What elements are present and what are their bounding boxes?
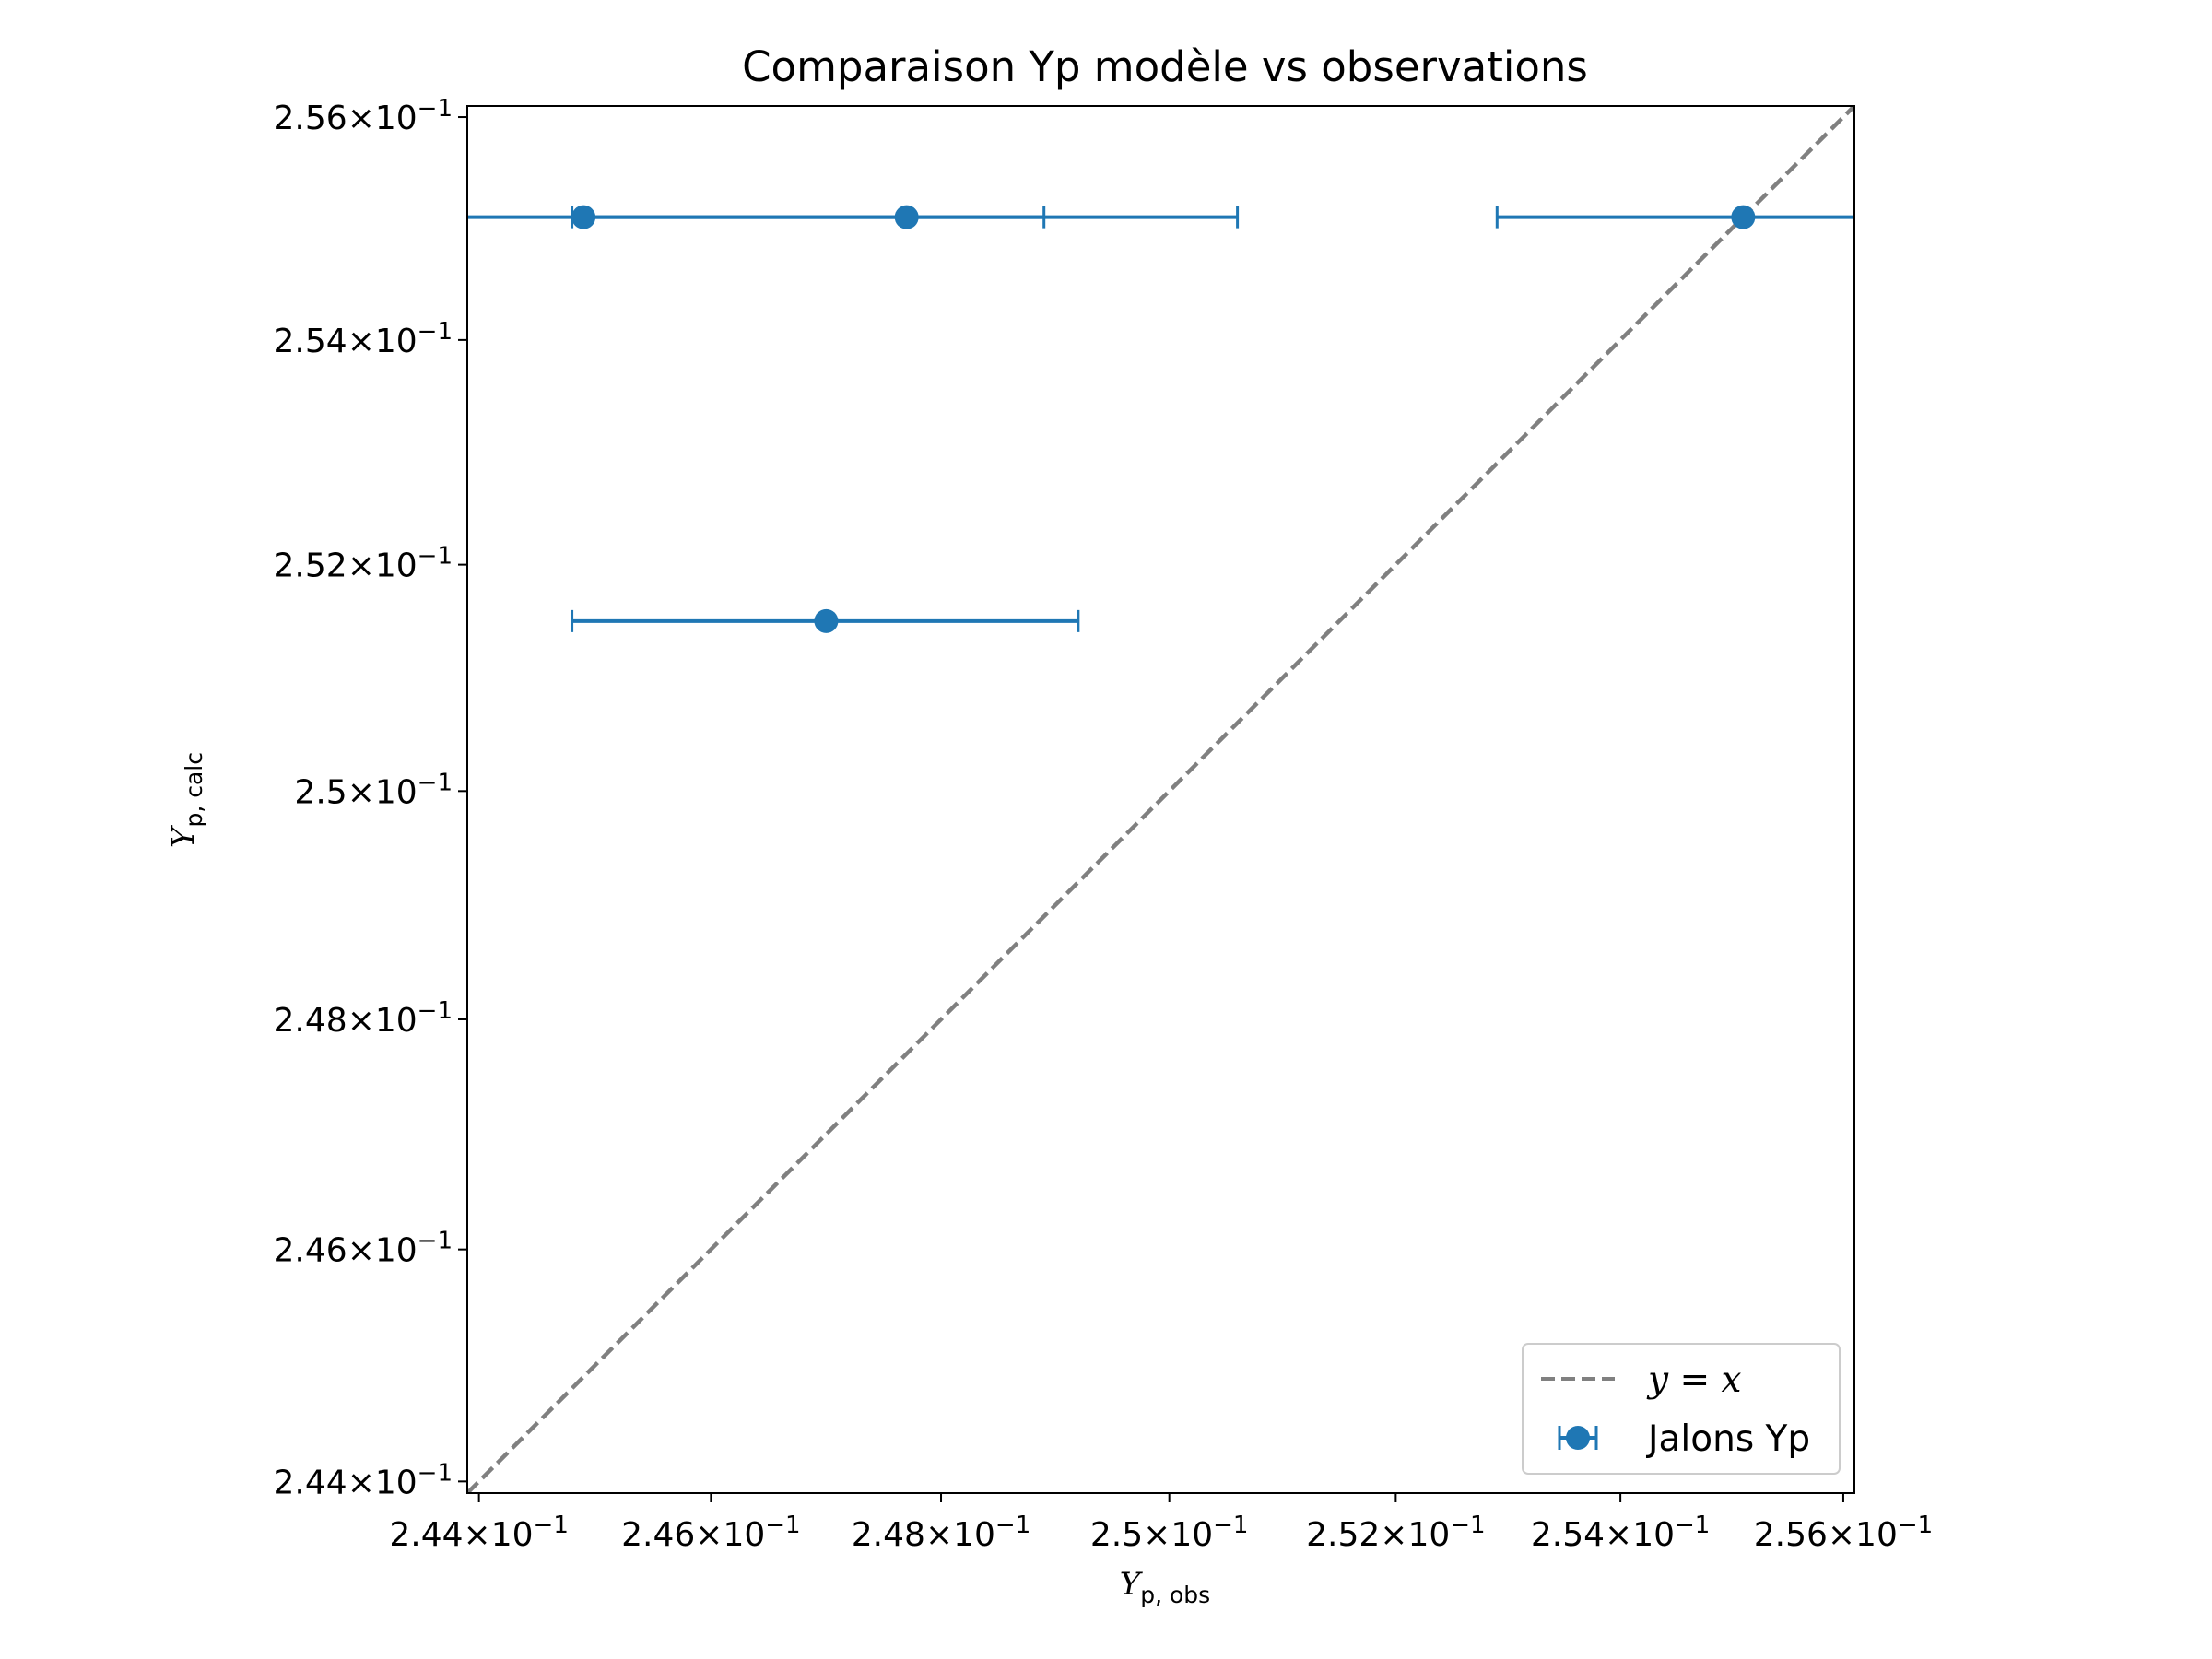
y-tick-label-mantissa: 2.5 xyxy=(294,773,347,811)
y-tick-label-exponent: −1 xyxy=(418,1459,453,1487)
y-tick-label-mantissa: 2.46 xyxy=(274,1232,347,1270)
x-tick-label-times: × xyxy=(1143,1516,1171,1554)
y-tick-label-base: 10 xyxy=(375,1464,418,1501)
plot-frame xyxy=(466,105,1855,1494)
x-tick-label-exponent: −1 xyxy=(534,1512,569,1539)
legend: y = x Jalons Yp xyxy=(1522,1343,1841,1475)
x-tick-label-times: × xyxy=(1380,1516,1407,1554)
x-tick-label-exponent: −1 xyxy=(995,1512,1030,1539)
data-point xyxy=(894,205,919,229)
y-tick-label-exponent: −1 xyxy=(418,1228,453,1255)
legend-marker-icon xyxy=(1566,1426,1590,1450)
x-tick-label-exponent: −1 xyxy=(1213,1512,1248,1539)
y-axis-title-sub: p, calc xyxy=(181,752,207,828)
y-tick-label-times: × xyxy=(347,547,375,585)
y-tick-label-times: × xyxy=(347,323,375,360)
x-tick-label: 2.5×10−1 xyxy=(1090,1512,1249,1554)
x-tick-label-base: 10 xyxy=(1171,1516,1213,1554)
x-tick-label: 2.56×10−1 xyxy=(1754,1512,1933,1554)
y-axis-title-main: Y xyxy=(165,824,202,848)
y-tick-label-times: × xyxy=(347,1464,375,1501)
y-tick-label-times: × xyxy=(347,100,375,137)
y-tick-label-times: × xyxy=(347,1002,375,1040)
y-tick-label-exponent: −1 xyxy=(418,769,453,796)
x-tick-label-mantissa: 2.56 xyxy=(1754,1516,1828,1554)
x-tick-label: 2.48×10−1 xyxy=(852,1512,1030,1554)
y-axis-ticks: 2.44×10−12.46×10−12.48×10−12.5×10−12.52×… xyxy=(274,95,467,1501)
y-tick-label-base: 10 xyxy=(375,100,418,137)
y-axis-title: Yp, calc xyxy=(165,752,207,848)
x-tick-label-base: 10 xyxy=(491,1516,534,1554)
x-tick-label-mantissa: 2.52 xyxy=(1306,1516,1380,1554)
y-tick-label: 2.44×10−1 xyxy=(274,1459,453,1501)
x-axis-ticks: 2.44×10−1 2.46×10−1 2.48×10−1 2.5×10−1 2.52×… xyxy=(389,1493,1933,1554)
y-tick-label: 2.46×10−1 xyxy=(274,1228,453,1270)
x-tick-label-base: 10 xyxy=(1632,1516,1675,1554)
x-tick-label-base: 10 xyxy=(1855,1516,1898,1554)
y-tick-label: 2.56×10−1 xyxy=(274,95,453,137)
y-tick-label-base: 10 xyxy=(375,1232,418,1270)
x-tick-label-times: × xyxy=(464,1516,491,1554)
reference-line-y-equals-x xyxy=(467,106,1854,1493)
x-tick-label-times: × xyxy=(1828,1516,1855,1554)
data-point xyxy=(571,205,596,229)
x-tick-label: 2.46×10−1 xyxy=(621,1512,800,1554)
legend-label-reference-lhs: y xyxy=(1646,1359,1669,1401)
x-tick-label: 2.52×10−1 xyxy=(1306,1512,1485,1554)
legend-label-reference: y = x xyxy=(1646,1359,1742,1401)
y-tick-label-mantissa: 2.48 xyxy=(274,1002,347,1040)
y-tick-label-mantissa: 2.44 xyxy=(274,1464,347,1501)
y-tick-label-base: 10 xyxy=(375,547,418,585)
data-point xyxy=(1731,205,1756,229)
y-tick-label-exponent: −1 xyxy=(418,997,453,1025)
y-tick-label-times: × xyxy=(347,1232,375,1270)
x-tick-label-mantissa: 2.46 xyxy=(621,1516,695,1554)
legend-label-reference-op: = xyxy=(1668,1359,1721,1401)
y-tick-label-mantissa: 2.56 xyxy=(274,100,347,137)
x-axis-title-main: Y xyxy=(1120,1566,1144,1603)
x-axis-title: Yp, obs xyxy=(1120,1566,1210,1608)
x-tick-label-mantissa: 2.44 xyxy=(389,1516,463,1554)
y-tick-label-exponent: −1 xyxy=(418,543,453,571)
x-tick-label-base: 10 xyxy=(723,1516,765,1554)
x-tick-label-base: 10 xyxy=(953,1516,995,1554)
x-tick-label-mantissa: 2.54 xyxy=(1531,1516,1605,1554)
legend-label-reference-rhs: x xyxy=(1722,1359,1742,1401)
x-tick-label-times: × xyxy=(695,1516,723,1554)
y-tick-label: 2.48×10−1 xyxy=(274,997,453,1040)
x-tick-label-times: × xyxy=(925,1516,953,1554)
x-tick-label-times: × xyxy=(1605,1516,1632,1554)
legend-label-series: Jalons Yp xyxy=(1645,1418,1810,1460)
data-point xyxy=(814,608,839,633)
y-tick-label-exponent: −1 xyxy=(418,95,453,123)
y-tick-label-mantissa: 2.52 xyxy=(274,547,347,585)
y-tick-label: 2.54×10−1 xyxy=(274,318,453,360)
chart-title: Comparaison Yp modèle vs observations xyxy=(742,42,1588,91)
x-axis-title-sub: p, obs xyxy=(1140,1582,1210,1608)
y-tick-label-times: × xyxy=(347,773,375,811)
x-tick-label-exponent: −1 xyxy=(1450,1512,1485,1539)
x-tick-label-exponent: −1 xyxy=(1675,1512,1710,1539)
y-tick-label-mantissa: 2.54 xyxy=(274,323,347,360)
y-tick-label-base: 10 xyxy=(375,1002,418,1040)
data-layer xyxy=(467,106,1854,1493)
x-tick-label-base: 10 xyxy=(1407,1516,1450,1554)
x-tick-label-exponent: −1 xyxy=(765,1512,800,1539)
x-tick-label-mantissa: 2.48 xyxy=(852,1516,925,1554)
y-tick-label: 2.5×10−1 xyxy=(294,769,453,811)
y-tick-label-exponent: −1 xyxy=(418,318,453,346)
x-tick-label: 2.54×10−1 xyxy=(1531,1512,1710,1554)
y-tick-label-base: 10 xyxy=(375,323,418,360)
x-tick-label: 2.44×10−1 xyxy=(389,1512,568,1554)
x-tick-label-exponent: −1 xyxy=(1898,1512,1933,1539)
legend-box xyxy=(1522,1343,1841,1475)
y-tick-label: 2.52×10−1 xyxy=(274,543,453,585)
y-tick-label-base: 10 xyxy=(375,773,418,811)
x-tick-label-mantissa: 2.5 xyxy=(1090,1516,1143,1554)
